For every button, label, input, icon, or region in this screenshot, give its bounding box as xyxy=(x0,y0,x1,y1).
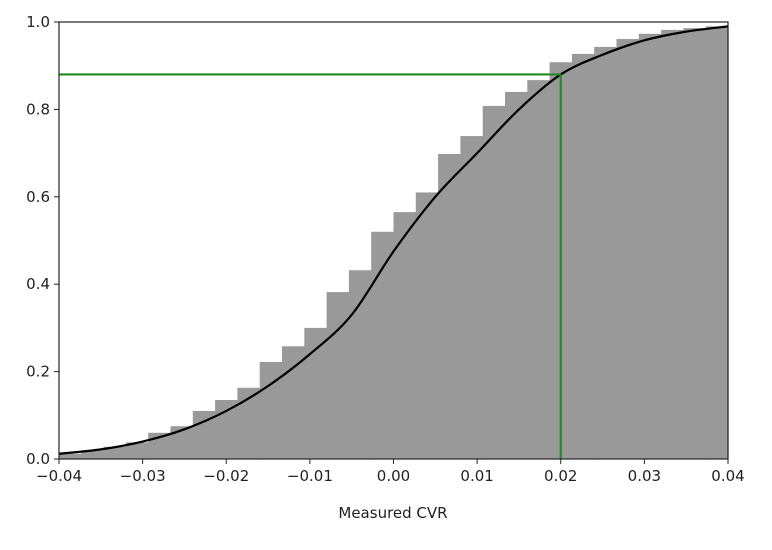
histogram-bar xyxy=(571,53,595,459)
histogram-bar xyxy=(705,26,729,460)
histogram-bar xyxy=(460,136,484,459)
x-tick-label: −0.04 xyxy=(36,467,82,485)
x-tick-label: 0.02 xyxy=(544,467,577,485)
histogram-bar xyxy=(438,153,461,459)
reference-lines xyxy=(59,73,562,459)
y-tick-label: 0.2 xyxy=(26,363,50,381)
histogram-bar xyxy=(326,292,350,459)
x-axis: −0.04 −0.03 −0.02 −0.01 0.00 0.01 0.02 0.03 0.04 xyxy=(36,459,745,485)
y-tick-label: 0.6 xyxy=(26,188,50,206)
histogram-bar xyxy=(215,400,238,459)
histogram-bar xyxy=(638,33,662,459)
histogram-bar xyxy=(348,270,372,459)
histogram-bar xyxy=(259,361,283,459)
histogram-bar xyxy=(170,426,194,459)
y-tick-label: 1.0 xyxy=(26,13,50,31)
histogram-bar xyxy=(282,346,305,459)
x-tick-label: 0.04 xyxy=(711,467,744,485)
histogram-bar xyxy=(527,80,551,459)
x-tick-label: 0.03 xyxy=(628,467,661,485)
histogram-bar xyxy=(616,39,640,459)
histogram-bar xyxy=(415,192,439,459)
x-axis-label: Measured CVR xyxy=(338,504,447,522)
x-tick-label: −0.01 xyxy=(287,467,333,485)
histogram-bar xyxy=(81,450,105,459)
y-tick-label: 0.0 xyxy=(26,450,50,468)
histogram-bar xyxy=(661,29,684,460)
histogram-bar xyxy=(505,91,528,460)
histogram-bar xyxy=(59,453,82,459)
histogram-bar xyxy=(482,105,506,460)
x-tick-label: −0.02 xyxy=(203,467,249,485)
y-tick-label: 0.4 xyxy=(26,275,50,293)
x-tick-label: −0.03 xyxy=(120,467,166,485)
y-axis: 0.0 0.2 0.4 0.6 0.8 1.0 xyxy=(26,13,59,468)
cdf-line xyxy=(58,25,729,455)
histogram-bars xyxy=(59,26,729,460)
x-tick-label: 0.01 xyxy=(460,467,493,485)
histogram-bar xyxy=(594,46,618,460)
histogram-bar xyxy=(683,28,707,459)
y-tick-label: 0.8 xyxy=(26,100,50,118)
histogram-bar xyxy=(237,387,261,459)
histogram-bar xyxy=(371,231,395,459)
x-tick-label: 0.00 xyxy=(377,467,410,485)
histogram-bar xyxy=(103,446,127,459)
histogram-bar xyxy=(304,327,328,459)
histogram-bar xyxy=(125,442,149,459)
histogram-bar xyxy=(393,212,417,459)
